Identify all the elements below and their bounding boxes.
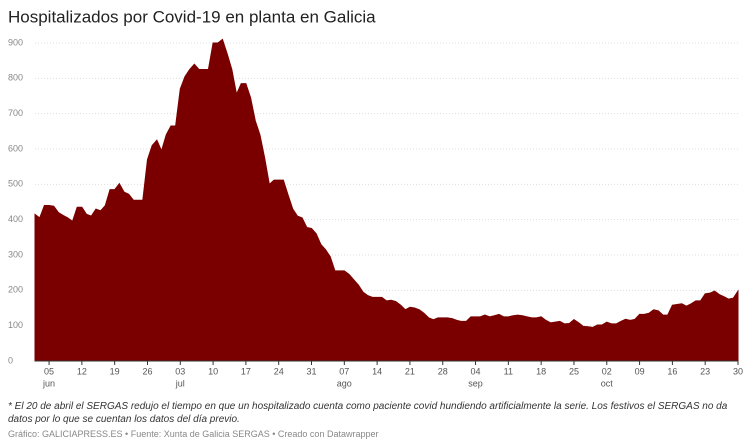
source: Gráfico: GALICIAPRESS.ES • Fuente: Xunta… (8, 429, 379, 439)
x-tick-label: 26 (142, 366, 152, 376)
y-tick-label: 100 (8, 320, 23, 330)
chart: Hospitalizados por Covid-19 en planta en… (8, 7, 743, 388)
x-tick-label: 19 (110, 366, 120, 376)
x-tick-label: 28 (438, 366, 448, 376)
y-tick-label: 300 (8, 249, 23, 259)
x-tick-label: 03 (175, 366, 185, 376)
x-tick-label: 21 (405, 366, 415, 376)
x-tick-label: 10 (208, 366, 218, 376)
y-tick-label: 700 (8, 108, 23, 118)
x-tick-label: 25 (569, 366, 579, 376)
x-tick-label: 04 (471, 366, 481, 376)
month-label: jun (42, 378, 55, 388)
x-tick-label: 07 (339, 366, 349, 376)
y-tick-label: 500 (8, 179, 23, 189)
month-label: ago (337, 378, 352, 388)
month-label: jul (175, 378, 185, 388)
y-tick-label: 200 (8, 285, 23, 295)
x-tick-label: 23 (700, 366, 710, 376)
x-tick-label: 30 (733, 366, 743, 376)
y-tick-label: 0 (8, 355, 13, 365)
month-label: oct (601, 378, 614, 388)
x-tick-label: 18 (536, 366, 546, 376)
area (34, 38, 739, 362)
note: * El 20 de abril el SERGAS redujo el tie… (8, 401, 728, 425)
x-tick-label: 31 (307, 366, 317, 376)
x-tick-label: 12 (77, 366, 87, 376)
x-tick-label: 17 (241, 366, 251, 376)
x-tick-label: 24 (274, 366, 284, 376)
x-tick-label: 05 (44, 366, 54, 376)
chart-title: Hospitalizados por Covid-19 en planta en… (8, 7, 376, 26)
x-tick-label: 02 (602, 366, 612, 376)
y-tick-label: 800 (8, 73, 23, 83)
x-tick-label: 16 (667, 366, 677, 376)
x-tick-label: 11 (504, 366, 513, 376)
month-label: sep (468, 378, 483, 388)
x-tick-label: 14 (372, 366, 382, 376)
y-tick-label: 400 (8, 214, 23, 224)
y-tick-label: 900 (8, 37, 23, 47)
x-tick-label: 09 (635, 366, 645, 376)
y-tick-label: 600 (8, 143, 23, 153)
